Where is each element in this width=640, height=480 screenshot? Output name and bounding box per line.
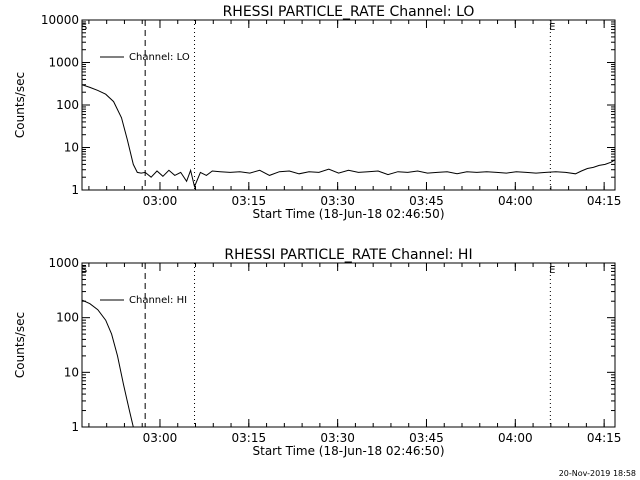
lo-x-tick-label: 03:45 xyxy=(409,194,444,208)
hi-channel-panel: RHESSI PARTICLE_RATE Channel: HI 1 10 100 10… xyxy=(13,247,622,458)
lo-x-axis-label: Start Time (18-Jun-18 02:46:50) xyxy=(253,207,445,221)
hi-x-tick-label: 04:15 xyxy=(587,431,622,445)
lo-x-tick-label: 03:00 xyxy=(143,194,178,208)
generation-timestamp: 20-Nov-2019 18:58 xyxy=(559,469,636,478)
hi-y-tick-label: 1 xyxy=(71,420,79,434)
lo-plot-frame xyxy=(81,19,616,191)
hi-y-tick-label: 10 xyxy=(64,365,79,379)
hi-y-tick-label: 100 xyxy=(56,311,79,325)
lo-y-tick-label: 100 xyxy=(56,98,79,112)
hi-legend-entry: Channel: HI xyxy=(129,295,187,306)
hi-x-tick-label: 04:00 xyxy=(498,431,533,445)
lo-y-axis-label: Counts/sec xyxy=(13,72,27,138)
lo-chart-title: RHESSI PARTICLE_RATE Channel: LO xyxy=(223,4,475,20)
hi-x-tick-label: 03:45 xyxy=(409,431,444,445)
hi-event-marker-label: S xyxy=(81,265,87,276)
lo-series-line-0 xyxy=(82,84,615,189)
hi-y-axis-label: Counts/sec xyxy=(13,312,27,378)
lo-y-tick-label: 10 xyxy=(64,141,79,155)
hi-x-tick-label: 03:00 xyxy=(143,431,178,445)
lo-legend-entry: Channel: LO xyxy=(129,52,190,63)
lo-y-tick-label: 10000 xyxy=(41,13,79,27)
hi-x-tick-label: 03:15 xyxy=(232,431,267,445)
lo-x-tick-label: 04:15 xyxy=(587,194,622,208)
hi-chart-title: RHESSI PARTICLE_RATE Channel: HI xyxy=(224,247,472,263)
hi-plot-frame xyxy=(81,262,616,428)
hi-series-line-0 xyxy=(82,299,134,427)
lo-channel-panel: RHESSI PARTICLE_RATE Channel: LO 1 10 100 10… xyxy=(13,4,622,221)
lo-y-tick-label: 1 xyxy=(71,183,79,197)
lo-x-tick-label: 03:15 xyxy=(232,194,267,208)
hi-x-tick-label: 03:30 xyxy=(320,431,355,445)
lo-event-marker-label: E xyxy=(549,22,555,33)
lo-event-marker-label: S xyxy=(81,22,87,33)
lo-x-tick-label: 04:00 xyxy=(498,194,533,208)
lo-y-tick-label: 1000 xyxy=(48,56,79,70)
hi-event-marker-label: E xyxy=(549,265,555,276)
lo-x-tick-label: 03:30 xyxy=(320,194,355,208)
hi-x-axis-label: Start Time (18-Jun-18 02:46:50) xyxy=(253,444,445,458)
hi-y-tick-label: 1000 xyxy=(48,256,79,270)
